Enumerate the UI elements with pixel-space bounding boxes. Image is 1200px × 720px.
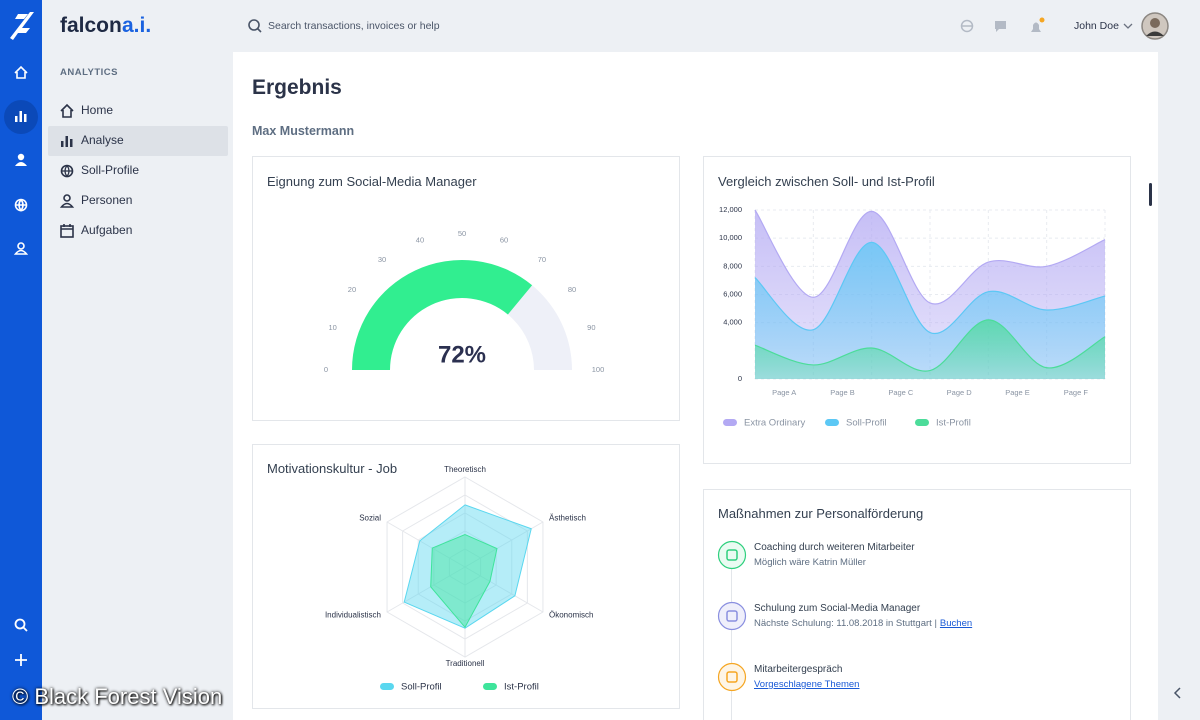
page-title: Ergebnis: [252, 76, 342, 99]
scrollbar-thumb[interactable]: [1149, 183, 1152, 206]
nav-item[interactable]: Aufgaben: [81, 223, 133, 237]
nav-icon[interactable]: [59, 193, 75, 209]
nav-row[interactable]: [48, 186, 228, 216]
card-title: Vergleich zwischen Soll- und Ist-Profil: [718, 174, 935, 189]
action-icon: [717, 540, 747, 570]
actions-card: [703, 489, 1131, 720]
area-card: [703, 156, 1131, 464]
nav-icon[interactable]: [59, 223, 75, 239]
timeline-line: [731, 568, 732, 720]
card-title: Motivationskultur - Job: [267, 461, 398, 476]
notification-icon[interactable]: [1031, 17, 1045, 33]
action-detail: Möglich wäre Katrin Müller: [754, 557, 866, 568]
user-name[interactable]: John Doe: [1074, 20, 1119, 32]
collapse-icon[interactable]: [1170, 685, 1186, 701]
header-icons: [960, 13, 1155, 39]
user-menu-chevron[interactable]: [1123, 23, 1133, 29]
globe-icon[interactable]: [14, 198, 28, 212]
action-icon: [717, 601, 747, 631]
action-link[interactable]: Buchen: [939, 618, 973, 629]
rail-icons: [4, 12, 38, 666]
action-detail: Nächste Schulung: 11.08.2018 in Stuttgar…: [754, 618, 937, 629]
avatar[interactable]: [1141, 12, 1169, 40]
logo[interactable]: [10, 12, 34, 40]
search-icon[interactable]: [14, 618, 28, 632]
action-link[interactable]: Vorgeschlagene Themen: [754, 679, 860, 690]
nav-icon[interactable]: [59, 163, 75, 179]
nav-row[interactable]: [48, 216, 228, 246]
nav-item[interactable]: Soll-Profile: [81, 163, 140, 177]
analytics-icon[interactable]: [15, 111, 27, 122]
sidebar-section: ANALYTICS: [60, 67, 118, 78]
globe-icon[interactable]: [960, 19, 974, 33]
nav-item[interactable]: Analyse: [81, 133, 124, 147]
nav-item[interactable]: Personen: [81, 193, 133, 207]
page-subtitle: Max Mustermann: [252, 124, 355, 138]
action-icon: [717, 662, 747, 692]
person-icon[interactable]: [15, 153, 27, 166]
brand-suffix: a.i.: [122, 14, 152, 37]
nav-row[interactable]: [48, 96, 228, 126]
search-input[interactable]: Search transactions, invoices or help: [268, 20, 440, 32]
card-title: Maßnahmen zur Personalförderung: [718, 506, 924, 521]
radar-card: [252, 444, 680, 709]
plus-icon[interactable]: [15, 654, 27, 666]
watermark: © Black Forest Vision: [12, 684, 223, 709]
action-title: Coaching durch weiteren Mitarbeiter: [754, 542, 915, 553]
person-icon[interactable]: [13, 242, 29, 255]
home-icon[interactable]: [14, 65, 28, 79]
action-title: Schulung zum Social-Media Manager: [754, 603, 921, 614]
card-title: Eignung zum Social-Media Manager: [267, 174, 477, 189]
action-title: Mitarbeitergespräch: [754, 664, 843, 675]
nav-item[interactable]: Home: [81, 103, 114, 117]
brand-name: falcon: [60, 14, 122, 37]
nav-row[interactable]: [48, 126, 228, 156]
nav-icon[interactable]: [59, 103, 75, 119]
chat-icon[interactable]: [995, 21, 1006, 32]
search-icon: [248, 19, 262, 33]
nav-icon[interactable]: [59, 133, 75, 149]
gauge-card: [252, 156, 680, 421]
